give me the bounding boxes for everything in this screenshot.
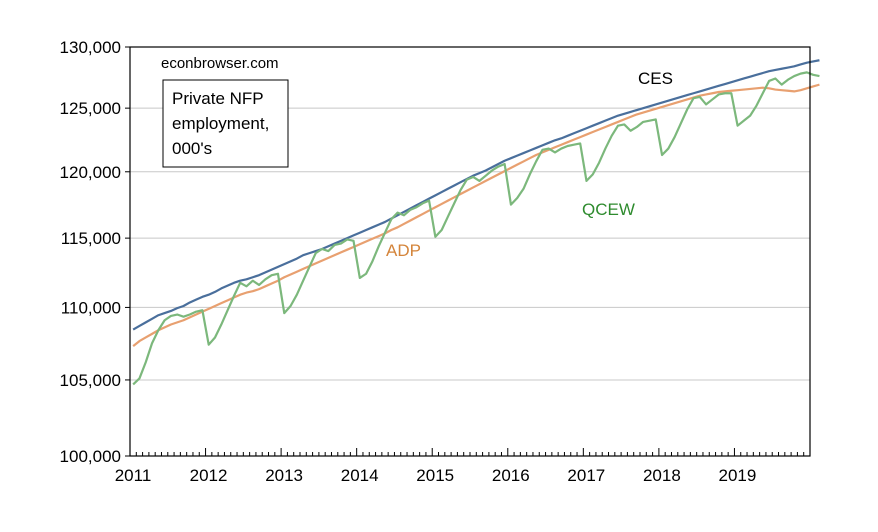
y-tick-label: 105,000	[60, 371, 121, 390]
legend-box: Private NFP employment, 000's	[162, 79, 289, 168]
legend-box-line-2: employment,	[172, 114, 269, 133]
y-tick-label: 130,000	[60, 38, 121, 57]
series-lines	[132, 59, 820, 386]
x-tick-label: 2016	[492, 466, 530, 485]
x-tick-label: 2018	[643, 466, 681, 485]
series-line-ces	[132, 59, 820, 331]
x-tick-label: 2017	[567, 466, 605, 485]
y-tick-label: 115,000	[61, 229, 121, 248]
legend-box-line-1: Private NFP	[172, 89, 264, 108]
y-axis-ticks: 100,000 105,000 110,000 115,000 120,000 125,0…	[60, 38, 130, 466]
x-tick-label: 2015	[416, 466, 454, 485]
x-tick-label: 2014	[341, 466, 379, 485]
qcew-series-label: QCEW	[582, 200, 635, 219]
ces-series-label: CES	[638, 69, 673, 88]
series-line-adp	[132, 83, 820, 348]
series-line-qcew	[132, 71, 820, 386]
legend-box-line-3: 000's	[172, 139, 212, 158]
adp-series-label: ADP	[386, 241, 421, 260]
x-tick-label: 2011	[115, 466, 152, 485]
x-tick-label: 2013	[265, 466, 303, 485]
source-label: econbrowser.com	[161, 55, 279, 72]
y-tick-label: 110,000	[61, 298, 121, 317]
x-axis-ticks: 2011 2012 2013 2014 2015 2016 2017 2018 2019	[115, 448, 811, 485]
y-tick-label: 100,000	[60, 447, 121, 466]
y-tick-label: 120,000	[60, 163, 121, 182]
y-tick-label: 125,000	[60, 99, 121, 118]
plot-frame	[129, 46, 811, 457]
x-tick-label: 2019	[719, 466, 757, 485]
x-tick-label: 2012	[190, 466, 228, 485]
